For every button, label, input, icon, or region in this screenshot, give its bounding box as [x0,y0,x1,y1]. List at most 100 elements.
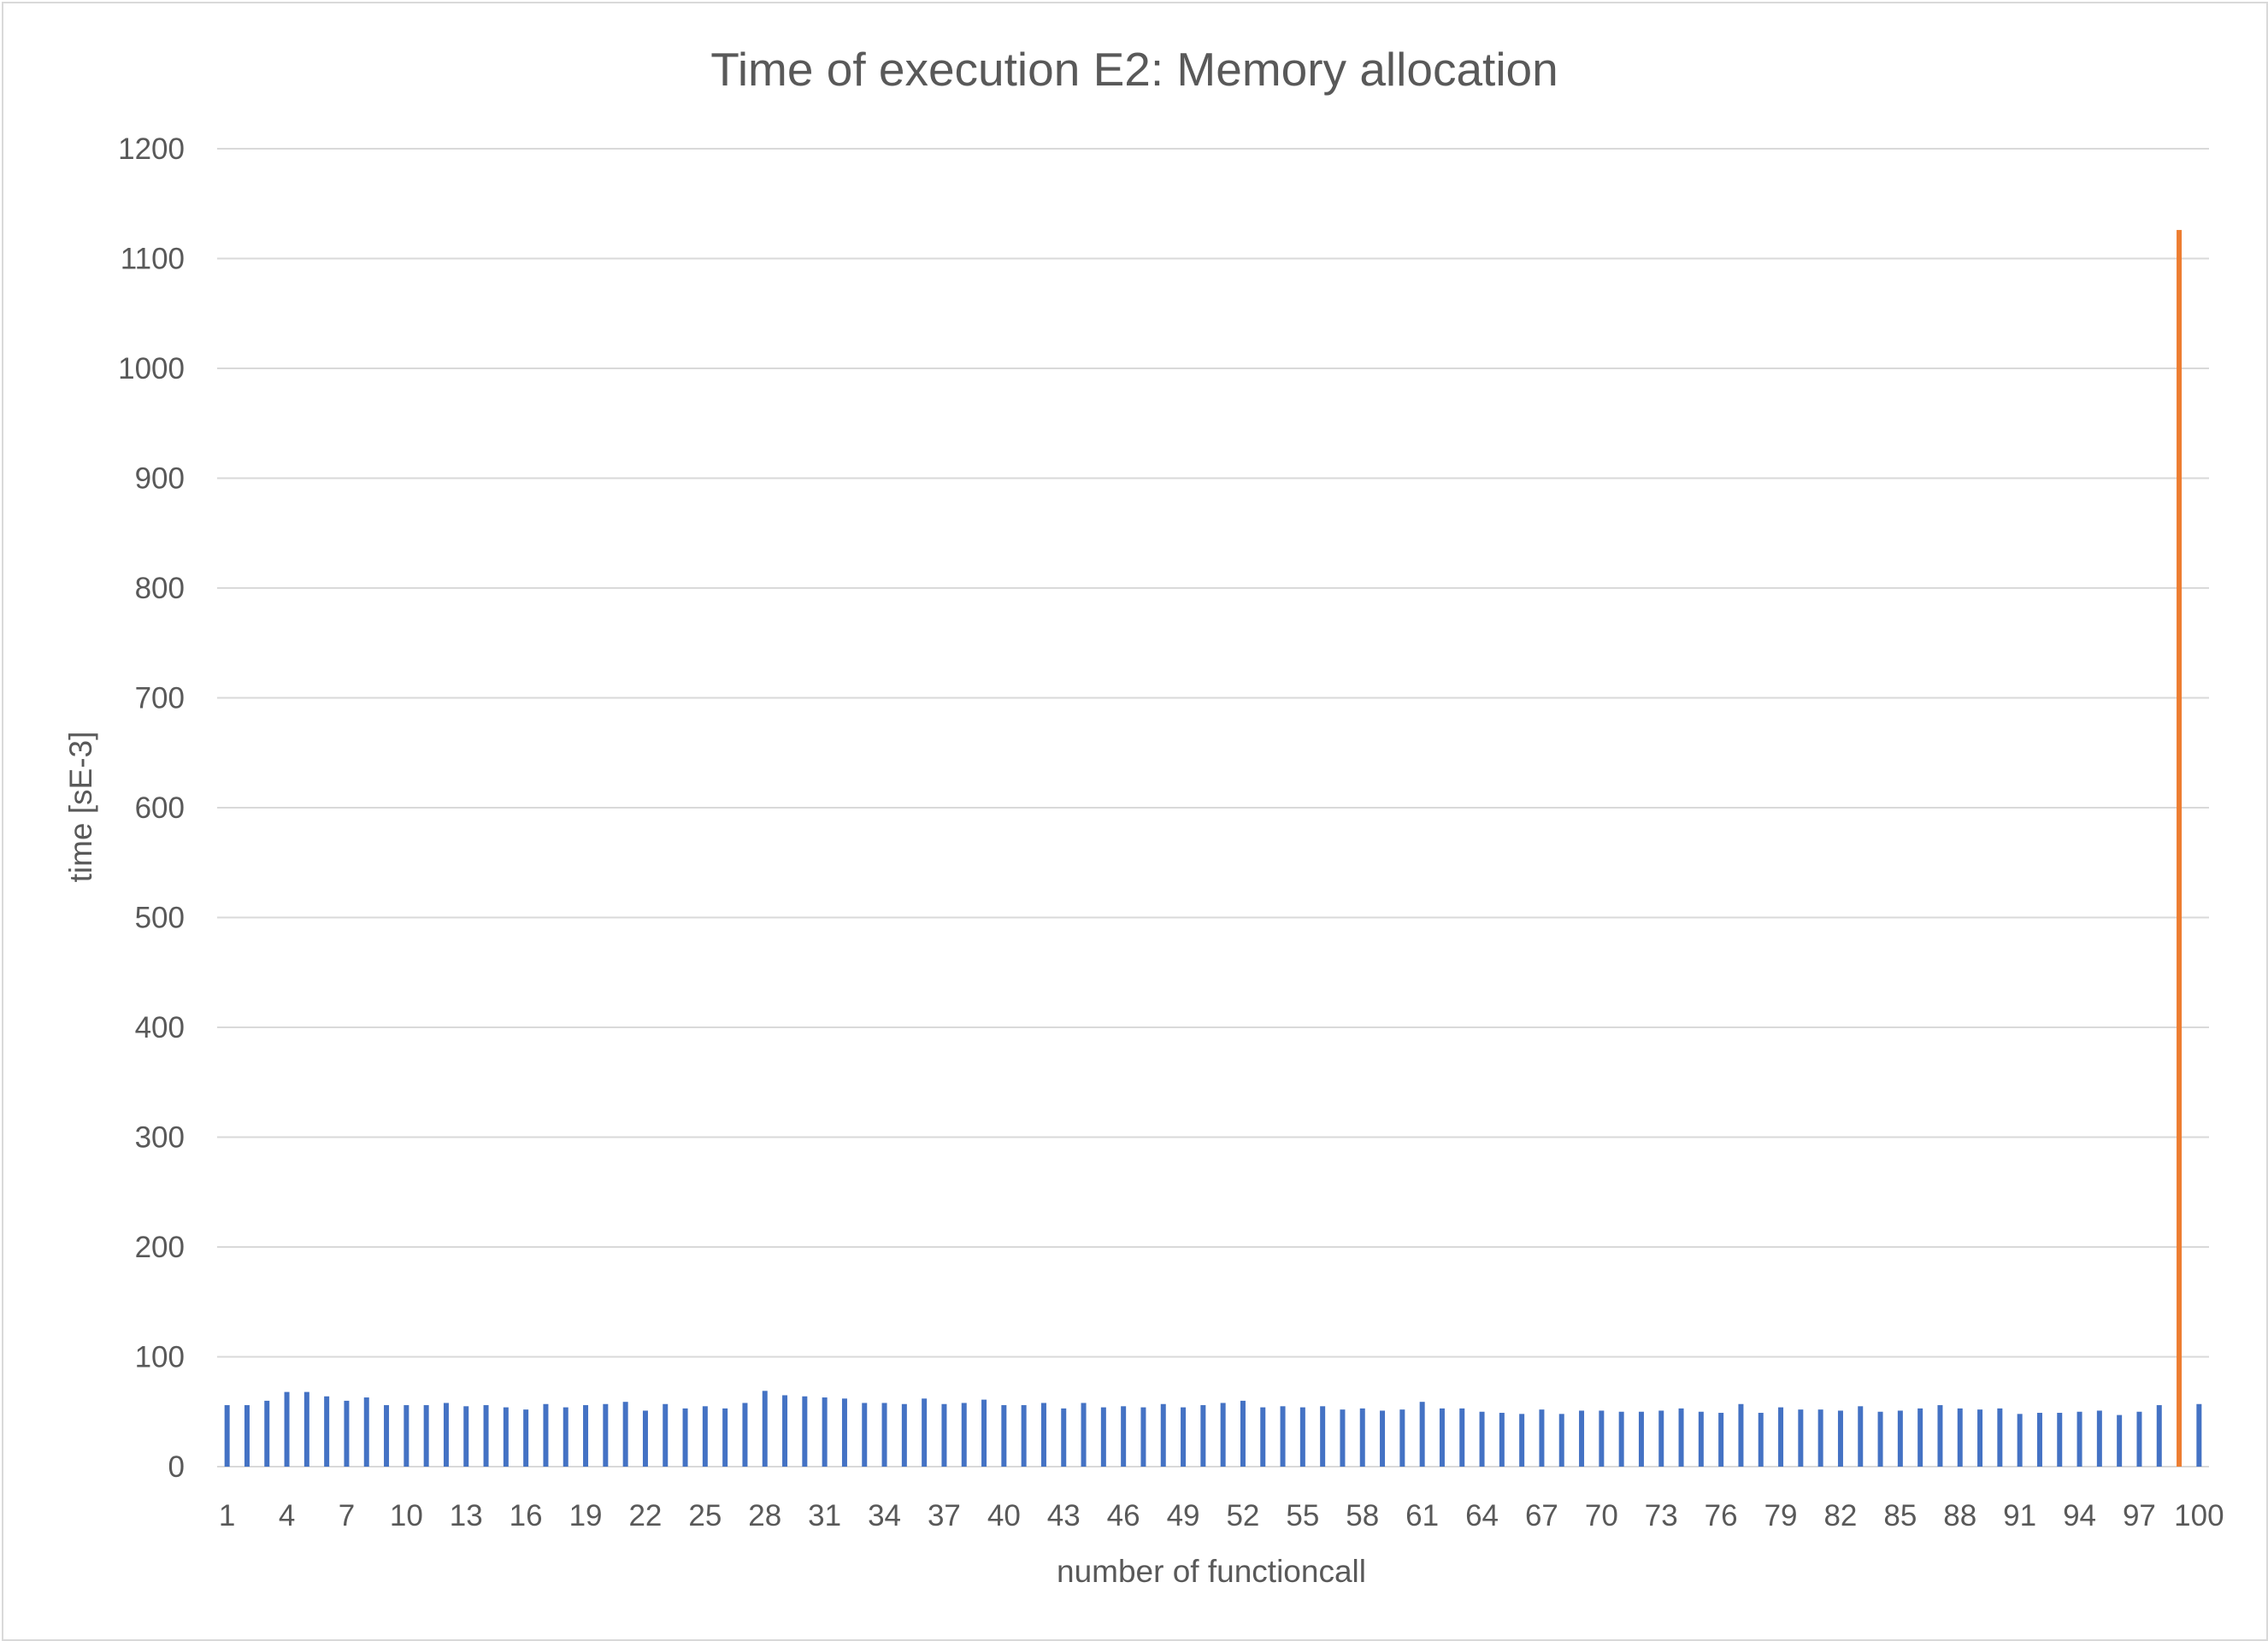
x-tick-label: 49 [1167,1499,1200,1532]
bar [1519,1414,1525,1467]
bar [2036,1413,2042,1467]
bar [1100,1407,1106,1467]
bar [901,1403,907,1467]
bar [1539,1409,1545,1467]
x-tick-label: 13 [450,1499,483,1532]
bar [1181,1407,1187,1467]
y-tick-label: 0 [168,1450,185,1484]
bar [682,1408,688,1467]
x-tick-label: 22 [628,1499,662,1532]
bar [1260,1407,1266,1467]
bar [841,1398,847,1467]
y-tick-label: 400 [135,1011,185,1044]
x-tick-label: 100 [2174,1499,2224,1532]
x-tick-label: 55 [1286,1499,1319,1532]
bar [2156,1405,2162,1467]
x-tick-label: 58 [1346,1499,1379,1532]
bar [1419,1402,1425,1467]
bar [1658,1410,1664,1467]
bar [1817,1409,1823,1467]
bar [2136,1411,2142,1467]
bar [1160,1403,1166,1467]
bar [1897,1410,1903,1467]
bar [1280,1406,1286,1467]
bar [463,1406,469,1467]
x-tick-label: 94 [2063,1499,2096,1532]
bar [1340,1409,1346,1467]
bar [1439,1408,1445,1467]
bar [822,1397,828,1467]
bar [862,1403,868,1467]
x-tick-label: 1 [219,1499,235,1532]
y-tick-label: 200 [135,1231,185,1264]
bar [384,1405,390,1467]
bars [224,230,2202,1467]
bar [762,1391,768,1467]
x-tick-label: 76 [1705,1499,1738,1532]
bar [423,1405,429,1467]
x-tick-label: 43 [1047,1499,1081,1532]
bar [344,1400,350,1467]
bar [1021,1405,1027,1467]
bar [603,1403,609,1467]
bar [363,1397,369,1467]
bar [722,1408,728,1467]
x-tick-label: 91 [2003,1499,2036,1532]
bar [1758,1413,1764,1467]
x-tick-label: 46 [1107,1499,1140,1532]
x-tick-label: 31 [808,1499,841,1532]
bar [881,1403,887,1467]
bar [1140,1407,1146,1467]
y-tick-label: 1000 [118,352,185,385]
x-tick-label: 4 [279,1499,295,1532]
bar [1877,1411,1883,1467]
bar [1061,1408,1067,1467]
bar [224,1405,230,1467]
bar [503,1407,509,1467]
y-tick-label: 300 [135,1121,185,1155]
y-tick-label: 100 [135,1341,185,1374]
bar [1399,1409,1405,1467]
bar [1380,1410,1386,1467]
bar [1359,1408,1365,1467]
x-tick-labels: 1 4 7 10 13 16 19 22 25 28 31 34 37 40 43 46 49 52 55 58 61 6… [219,1499,2224,1532]
bar [543,1403,549,1467]
x-tick-label: 10 [390,1499,423,1532]
bar [1917,1408,1923,1467]
x-tick-label: 19 [569,1499,603,1532]
bar [1858,1406,1864,1467]
bar [2057,1413,2063,1467]
y-tick-label: 700 [135,682,185,715]
bar [1220,1403,1226,1467]
bar [404,1405,409,1467]
bar [941,1403,947,1467]
bar [244,1405,250,1467]
bar [284,1391,290,1467]
bar [1459,1408,1465,1467]
bar [1001,1405,1007,1467]
bar [1678,1408,1684,1467]
x-tick-label: 64 [1465,1499,1499,1532]
bar [622,1402,628,1467]
chart-title: Time of execution E2: Memory allocation [710,43,1558,96]
bar [303,1391,309,1467]
bar [1837,1410,1843,1467]
y-tick-label: 1100 [121,243,185,276]
x-tick-label: 73 [1645,1499,1678,1532]
bar [1479,1411,1485,1467]
bar [1618,1411,1624,1467]
bar [782,1395,788,1467]
bar [702,1406,708,1467]
x-tick-label: 88 [1943,1499,1976,1532]
x-tick-label: 25 [688,1499,722,1532]
bar [2017,1414,2023,1467]
x-axis-title: number of functioncall [1057,1554,1366,1589]
bar [1937,1405,1943,1467]
bar [583,1405,589,1467]
bar [742,1403,748,1467]
x-tick-label: 67 [1525,1499,1558,1532]
bar [1579,1410,1585,1467]
bar [1121,1406,1127,1467]
bar [1240,1400,1246,1467]
